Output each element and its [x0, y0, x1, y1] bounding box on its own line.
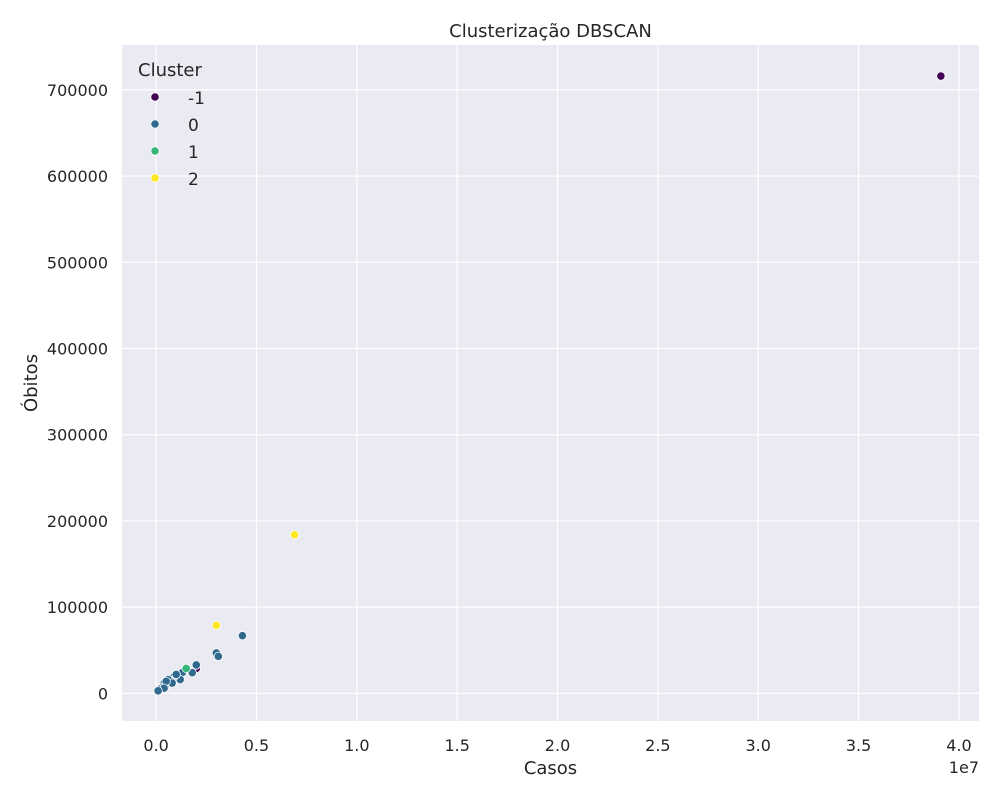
y-tick-label: 0: [98, 684, 108, 703]
y-axis-label: Óbitos: [20, 354, 42, 412]
data-point: [936, 71, 946, 81]
legend-label: -1: [188, 89, 205, 109]
x-tick-label: 0.5: [244, 736, 269, 755]
legend-marker: [150, 119, 160, 129]
x-tick-label: 0.0: [143, 736, 168, 755]
legend-title: Cluster: [138, 60, 202, 81]
legend-marker: [150, 92, 160, 102]
x-tick-labels: 0.0 0.5 1.0 1.5 2.0 2.5 3.0 3.5 4.0: [143, 736, 971, 755]
legend-label: 2: [188, 170, 199, 190]
data-point: [191, 660, 201, 670]
data-point: [171, 669, 181, 680]
x-tick-label: 1.5: [444, 736, 469, 755]
x-tick-label: 2.5: [645, 736, 670, 755]
y-tick-label: 100000: [47, 598, 108, 617]
legend-label: 1: [188, 143, 199, 163]
data-points: [153, 71, 946, 696]
legend: Cluster -1 0 1 2: [138, 60, 205, 190]
x-tick-label: 4.0: [946, 736, 971, 755]
data-point: [290, 530, 300, 540]
grid: [122, 45, 979, 721]
data-point: [153, 686, 163, 696]
legend-marker: [150, 146, 160, 156]
chart-title: Clusterização DBSCAN: [449, 21, 652, 42]
data-point: [181, 663, 191, 674]
x-tick-label: 2.0: [545, 736, 570, 755]
x-tick-label: 3.5: [846, 736, 871, 755]
y-tick-labels: 0 100000 200000 300000 400000 500000 600000 700…: [47, 81, 108, 704]
x-tick-label: 1.0: [344, 736, 369, 755]
y-tick-label: 400000: [47, 340, 108, 359]
x-axis-offset-label: 1e7: [949, 758, 979, 777]
data-point: [237, 631, 248, 641]
y-tick-label: 600000: [47, 167, 108, 186]
data-point: [213, 651, 223, 661]
legend-marker: [150, 173, 160, 183]
y-tick-label: 200000: [47, 512, 108, 531]
y-tick-label: 300000: [47, 426, 108, 445]
data-point: [211, 620, 221, 630]
legend-label: 0: [188, 116, 199, 136]
y-tick-label: 700000: [47, 81, 108, 100]
x-axis-label: Casos: [524, 758, 577, 779]
y-tick-label: 500000: [47, 253, 108, 272]
plot-area: [122, 45, 979, 721]
x-tick-label: 3.0: [746, 736, 771, 755]
